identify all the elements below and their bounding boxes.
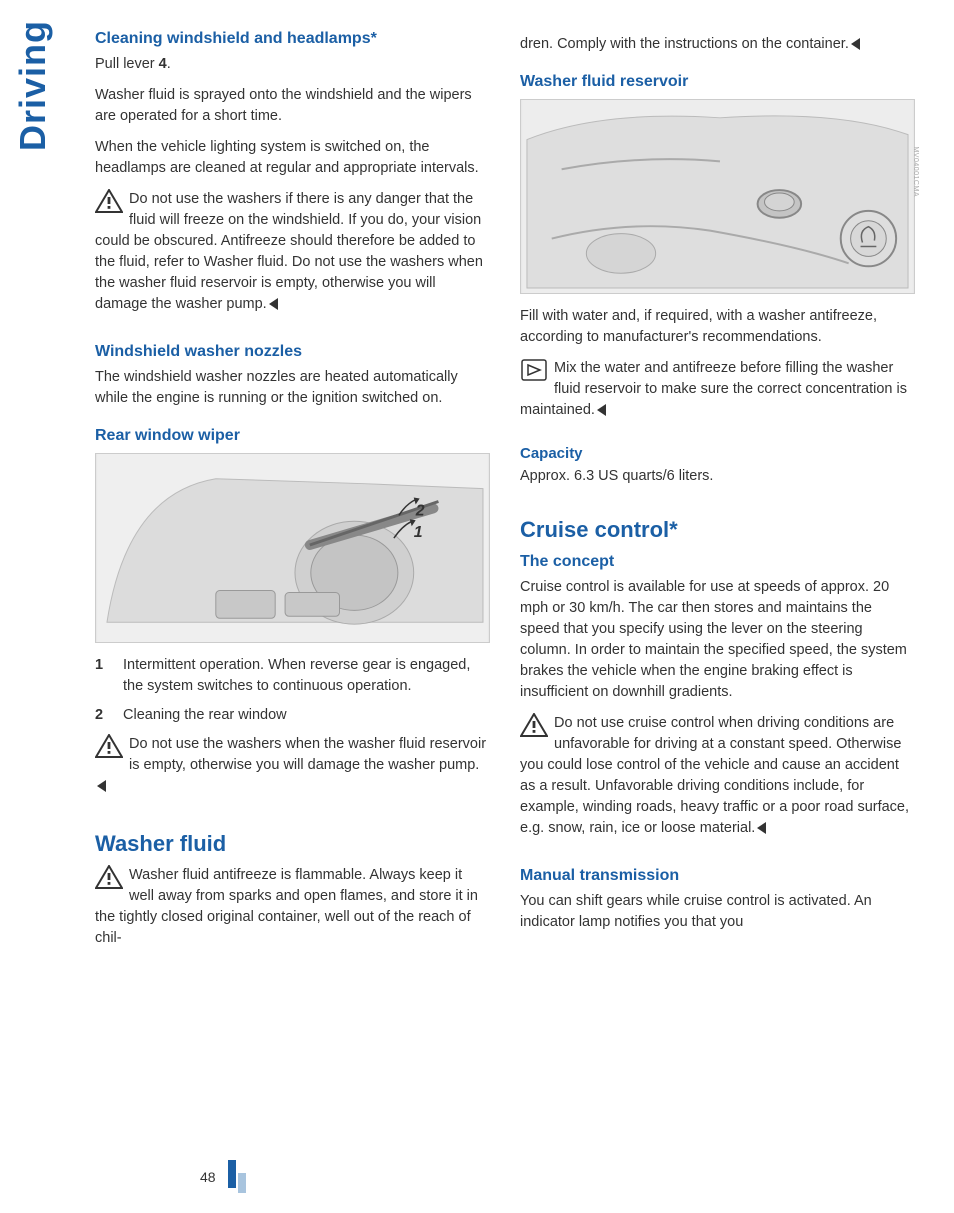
para-cruise-concept: Cruise control is available for use at s… [520, 577, 915, 703]
lever-number: 4 [159, 56, 167, 72]
end-marker-icon [269, 298, 278, 310]
rear-wiper-list: 1 Intermittent operation. When reverse g… [95, 655, 490, 726]
warning-freeze: Do not use the washers if there is any d… [95, 189, 490, 325]
list-text: Cleaning the rear window [123, 705, 287, 726]
warning-icon [520, 713, 548, 737]
heading-washer-nozzles: Windshield washer nozzles [95, 343, 490, 361]
figure-rear-wiper: 1 2 [95, 453, 490, 643]
page-body: Cleaning windshield and headlamps* Pull … [95, 30, 924, 969]
text: Pull lever [95, 56, 159, 72]
para-capacity: Approx. 6.3 US quarts/6 liters. [520, 466, 915, 487]
side-tab-driving: Driving [12, 20, 54, 151]
warning-icon [95, 865, 123, 889]
heading-reservoir: Washer fluid reservoir [520, 73, 915, 91]
figure-code: MV04001CMA [913, 146, 920, 197]
heading-cruise-control: Cruise control* [520, 517, 915, 543]
warning-text: Do not use the washers when the washer f… [129, 736, 486, 773]
warning-flammable: Washer fluid antifreeze is flammable. Al… [95, 865, 490, 959]
end-marker-icon [851, 38, 860, 50]
svg-text:2: 2 [415, 503, 425, 520]
heading-manual-transmission: Manual transmission [520, 867, 915, 885]
info-icon [520, 358, 548, 382]
para-continuation: dren. Comply with the instructions on th… [520, 34, 915, 55]
list-text: Intermittent operation. When reverse gea… [123, 655, 490, 697]
page-marker-icon [228, 1160, 246, 1193]
list-number: 1 [95, 655, 109, 697]
heading-concept: The concept [520, 553, 915, 571]
figure-reservoir: MV04001CMA [520, 99, 915, 294]
right-column: dren. Comply with the instructions on th… [520, 30, 915, 969]
para-washer-spray: Washer fluid is sprayed onto the windshi… [95, 85, 490, 127]
heading-rear-wiper: Rear window wiper [95, 427, 490, 445]
text: dren. Comply with the instructions on th… [520, 36, 849, 52]
warning-cruise-unfavorable: Do not use cruise control when driving c… [520, 713, 915, 849]
para-headlamp-clean: When the vehicle lighting system is swit… [95, 137, 490, 179]
info-mix-antifreeze: Mix the water and antifreeze before fill… [520, 358, 915, 431]
heading-capacity: Capacity [520, 445, 915, 462]
heading-washer-fluid: Washer fluid [95, 831, 490, 857]
list-number: 2 [95, 705, 109, 726]
para-nozzles: The windshield washer nozzles are heated… [95, 367, 490, 409]
left-column: Cleaning windshield and headlamps* Pull … [95, 30, 490, 969]
end-marker-icon [597, 404, 606, 416]
text: . [167, 56, 171, 72]
warning-text: Do not use cruise control when driving c… [520, 715, 909, 836]
heading-cleaning-windshield: Cleaning windshield and headlamps* [95, 30, 490, 48]
page-number: 48 [200, 1169, 216, 1185]
svg-text:1: 1 [414, 524, 423, 541]
warning-icon [95, 734, 123, 758]
end-marker-icon [757, 822, 766, 834]
page-footer: 48 [200, 1160, 246, 1193]
end-marker-icon [97, 780, 106, 792]
warning-text: Do not use the washers if there is any d… [95, 191, 483, 312]
para-fill-water: Fill with water and, if required, with a… [520, 306, 915, 348]
para-manual: You can shift gears while cruise control… [520, 891, 915, 933]
warning-reservoir-empty: Do not use the washers when the washer f… [95, 734, 490, 807]
warning-icon [95, 189, 123, 213]
info-text: Mix the water and antifreeze before fill… [520, 360, 907, 418]
para-pull-lever: Pull lever 4. [95, 54, 490, 75]
list-item: 1 Intermittent operation. When reverse g… [95, 655, 490, 697]
list-item: 2 Cleaning the rear window [95, 705, 490, 726]
warning-text: Washer fluid antifreeze is flammable. Al… [95, 867, 478, 946]
